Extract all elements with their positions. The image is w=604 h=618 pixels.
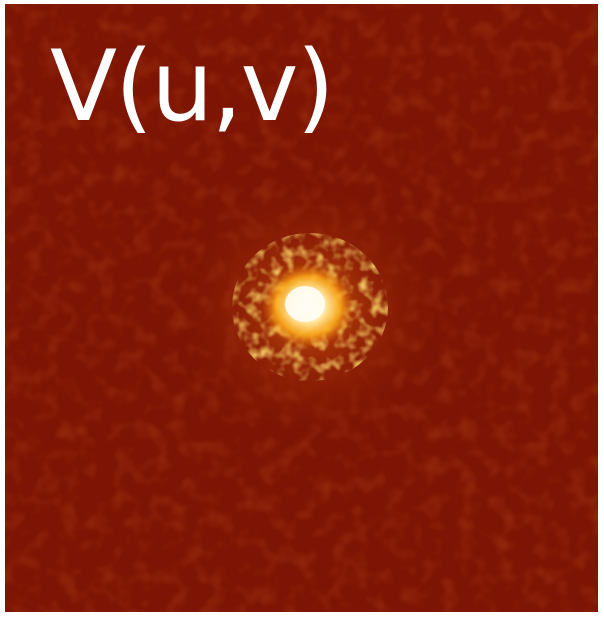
- visibility-map-image: [5, 4, 598, 612]
- visibility-map-panel: [5, 4, 598, 612]
- central-emission-source: [175, 179, 445, 439]
- core-peak: [285, 286, 325, 322]
- visibility-label: V(u,v): [50, 30, 335, 144]
